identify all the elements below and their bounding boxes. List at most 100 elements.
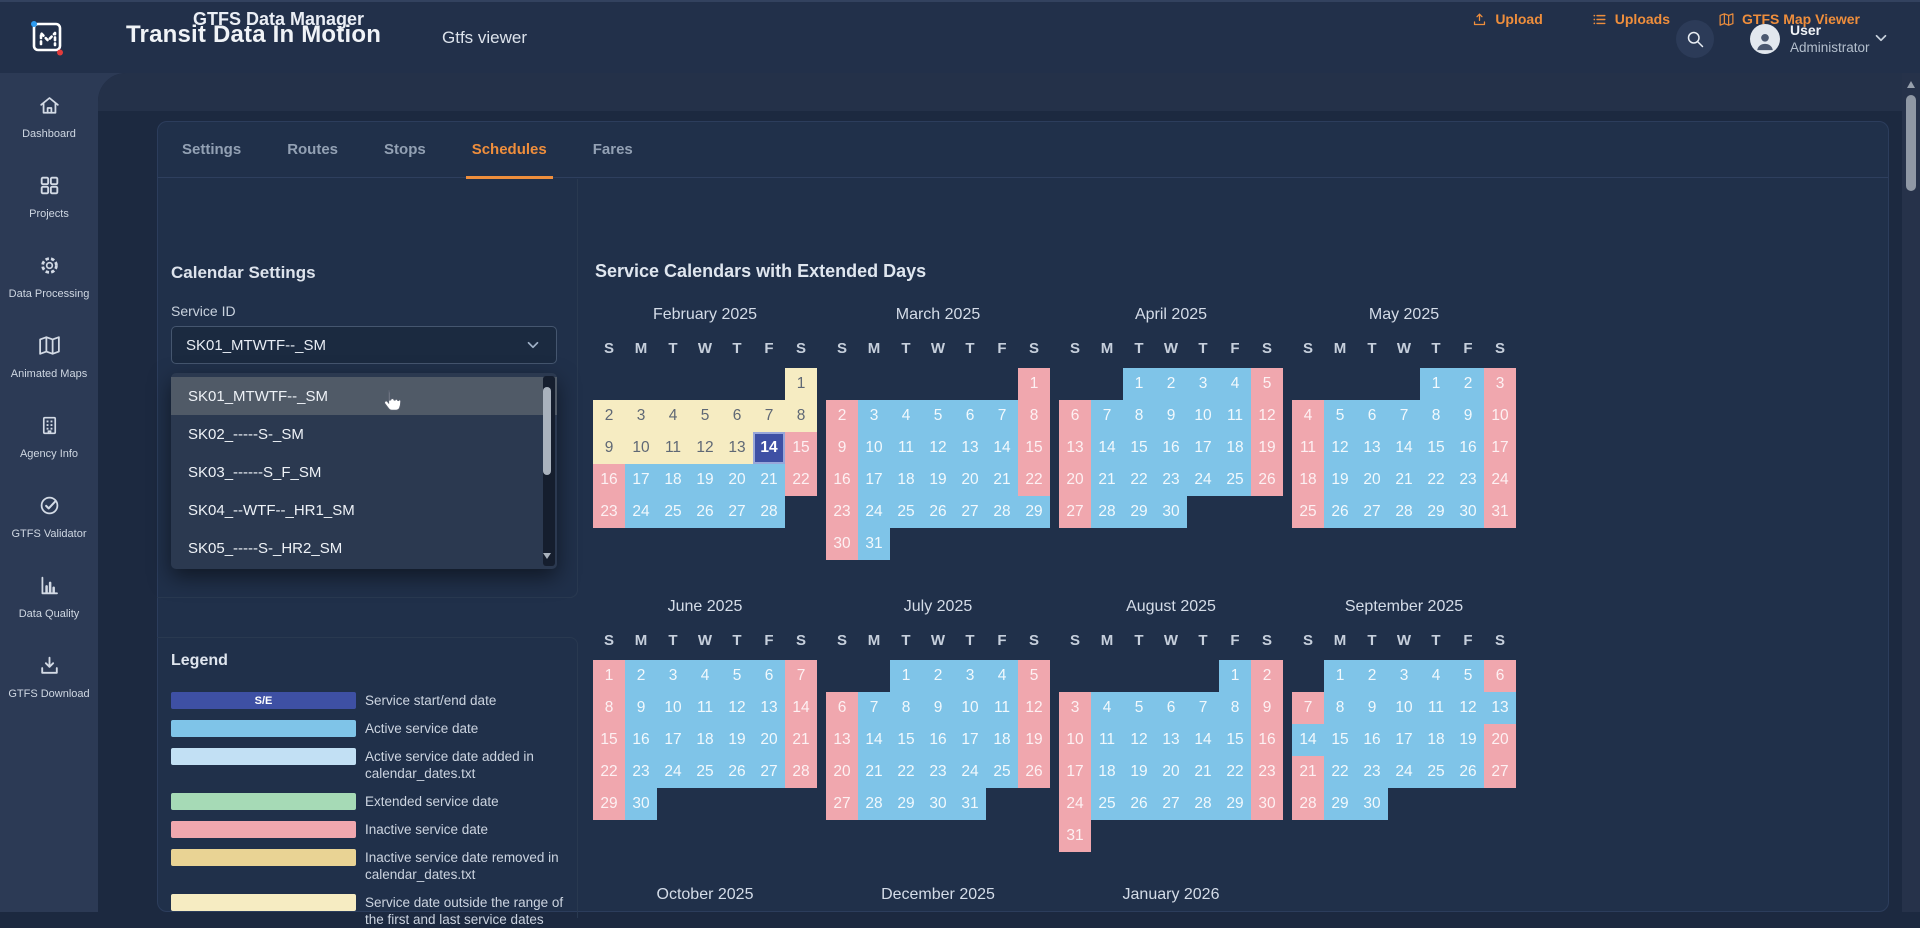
sidebar-item-animated-maps[interactable]: Animated Maps	[0, 333, 98, 380]
sidebar-item-data-quality[interactable]: Data Quality	[0, 573, 98, 620]
calendar-empty-cell	[753, 788, 785, 820]
sidebar-item-gtfs-validator[interactable]: GTFS Validator	[0, 493, 98, 540]
calendar-day-cell: 30	[1452, 496, 1484, 528]
dropdown-scrollbar[interactable]	[543, 376, 555, 566]
dropdown-scrollbar-thumb[interactable]	[543, 387, 551, 475]
sidebar-item-dashboard[interactable]: Dashboard	[0, 93, 98, 140]
calendar-day-cell: 27	[1155, 788, 1187, 820]
weekday-letter: F	[1230, 340, 1240, 357]
weekday-letter: F	[764, 340, 774, 357]
tab-fares[interactable]: Fares	[592, 141, 633, 158]
calendar-day-cell: 10	[954, 692, 986, 724]
calendar-day-cell: 8	[1324, 692, 1356, 724]
calendar-empty-cell	[689, 788, 721, 820]
calendar-day-cell: 7	[1091, 400, 1123, 432]
calendar-day-cell: 19	[922, 464, 954, 496]
search-button[interactable]	[1676, 20, 1714, 58]
gear-icon	[37, 253, 62, 283]
calendar-month: May 2025 S M T W T F S 1 2 3 4 5 6 7 8 9 10 11 12 13 14 15 16 17…	[1292, 306, 1518, 528]
calendar-day-cell: 8	[1018, 400, 1050, 432]
calendar-day-cell: 12	[689, 432, 721, 464]
tab-routes[interactable]: Routes	[287, 141, 339, 158]
calendar-week-row: 23 24 25 26 27 28	[593, 496, 819, 528]
weekday-letter: F	[1463, 632, 1473, 649]
calendar-day-cell: 2	[826, 400, 858, 432]
dropdown-option[interactable]: SK01_MTWTF--_SM	[171, 377, 557, 415]
calendar-day-cell: 26	[1452, 756, 1484, 788]
calendar-day-cell: 17	[954, 724, 986, 756]
calendar-day-cell: 22	[1219, 756, 1251, 788]
calendar-day-cell: 7	[986, 400, 1018, 432]
dropdown-option[interactable]: SK02_-----S-_SM	[188, 425, 304, 443]
calendar-week-row: 6 7 8 9 10 11 12	[1059, 400, 1285, 432]
calendar-day-cell: 24	[1388, 756, 1420, 788]
tab-settings[interactable]: Settings	[182, 141, 242, 158]
calendar-day-cell: 24	[1484, 464, 1516, 496]
dropdown-option[interactable]: SK05_-----S-_HR2_SM	[188, 539, 343, 557]
legend-item: Active service date	[171, 720, 571, 737]
calendar-day-cell: 4	[1292, 400, 1324, 432]
calendar-day-cell: 29	[890, 788, 922, 820]
page-scrollbar-thumb[interactable]	[1906, 95, 1916, 191]
calendar-day-cell: 23	[1155, 464, 1187, 496]
sidebar-item-label: Dashboard	[22, 128, 76, 140]
dropdown-scroll-down-arrow-icon[interactable]	[543, 553, 551, 559]
calendar-day-cell: 5	[1018, 660, 1050, 692]
calendar-day-cell: 20	[954, 464, 986, 496]
service-id-select[interactable]: SK01_MTWTF--_SM	[171, 326, 557, 364]
legend-label: Active service date added in calendar_da…	[365, 749, 534, 781]
calendar-day-cell: 24	[858, 496, 890, 528]
calendar-day-cell: 13	[1155, 724, 1187, 756]
chevron-down-icon[interactable]	[1872, 29, 1890, 47]
weekday-letter: T	[1431, 340, 1441, 357]
calendar-day-cell: 1	[1018, 368, 1050, 400]
uploads-link[interactable]: Uploads	[1591, 11, 1670, 28]
scroll-up-arrow-icon[interactable]	[1907, 81, 1915, 88]
calendar-day-cell: 3	[625, 400, 657, 432]
calendar-day-cell: 18	[1420, 724, 1452, 756]
calendar-day-cell: 10	[625, 432, 657, 464]
weekday-letter: F	[1230, 632, 1240, 649]
calendar-day-cell: 13	[1059, 432, 1091, 464]
calendar-day-cell: 15	[890, 724, 922, 756]
calendar-day-cell: 21	[785, 724, 817, 756]
user-avatar[interactable]	[1750, 24, 1780, 54]
calendar-day-cell: 13	[1484, 692, 1516, 724]
upload-link[interactable]: Upload	[1471, 11, 1543, 28]
dropdown-option[interactable]: SK03_------S_F_SM	[188, 463, 322, 481]
legend-label: Extended service date	[365, 794, 499, 809]
calendar-day-cell: 4	[689, 660, 721, 692]
calendar-day-cell: 17	[1388, 724, 1420, 756]
calendar-day-cell: 6	[721, 400, 753, 432]
calendar-day-cell: 26	[721, 756, 753, 788]
app-header: Transit Data In Motion Gtfs viewer User …	[0, 0, 1920, 73]
topbar-action-label: Uploads	[1614, 11, 1670, 27]
calendar-day-cell: 3	[1187, 368, 1219, 400]
gtfs-map-viewer-link[interactable]: GTFS Map Viewer	[1718, 11, 1860, 28]
sidebar-item-agency-info[interactable]: Agency Info	[0, 413, 98, 460]
page-scrollbar[interactable]	[1902, 73, 1920, 912]
dropdown-option[interactable]: SK04_--WTF--_HR1_SM	[188, 501, 355, 519]
tab-stops[interactable]: Stops	[384, 141, 426, 158]
tab-schedules[interactable]: Schedules	[465, 122, 553, 179]
search-icon	[1687, 31, 1704, 48]
calendar-day-cell: 25	[1219, 464, 1251, 496]
sidebar-item-projects[interactable]: Projects	[0, 173, 98, 220]
calendar-day-cell: 22	[785, 464, 817, 496]
sidebar-item-label: Agency Info	[19, 448, 79, 460]
weekday-letter: M	[634, 632, 648, 649]
bar-chart-icon	[37, 573, 62, 603]
weekday-letter: T	[668, 340, 678, 357]
calendar-day-cell: 12	[1452, 692, 1484, 724]
sidebar-item-gtfs-download[interactable]: GTFS Download	[0, 653, 98, 700]
weekday-letter: T	[901, 632, 911, 649]
calendar-day-cell: 7	[753, 400, 785, 432]
calendar-day-cell: 27	[954, 496, 986, 528]
calendar-empty-cell	[1018, 788, 1050, 820]
calendar-day-cell: 23	[1452, 464, 1484, 496]
calendar-week-row: 11 12 13 14 15 16 17	[1292, 432, 1518, 464]
sidebar-item-data-processing[interactable]: Data Processing	[0, 253, 98, 300]
